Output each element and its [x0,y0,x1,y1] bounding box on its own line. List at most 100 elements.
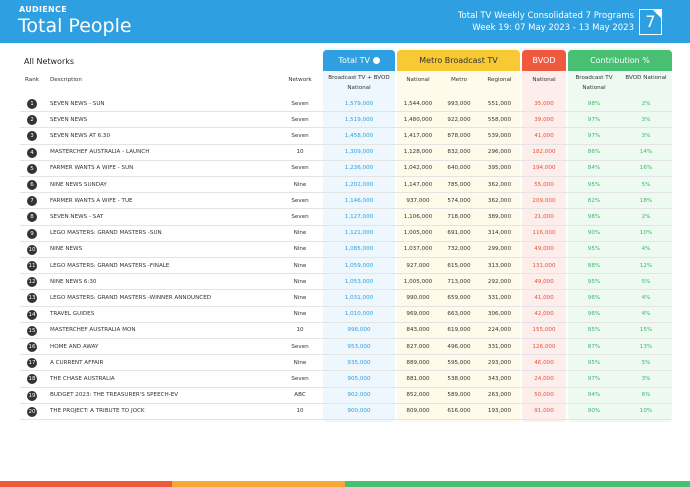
program-name: SEVEN NEWS - SAT [50,213,104,220]
cell-value: 90% [587,230,601,237]
program-name: NINE NEWS [50,246,83,253]
rank-badge: 10 [27,244,37,255]
cell-value: 1,519,000 [344,116,374,123]
cell-value: 10% [639,230,653,237]
cell-value: 95% [587,359,601,366]
cell-value: 5% [641,359,651,366]
row-separator [20,273,672,275]
cell-value: 827,000 [406,343,430,350]
program-name: NINE NEWS 6:30 [50,278,97,285]
network: Seven [291,132,309,139]
cell-value: 1,579,000 [344,100,374,107]
network: Seven [291,116,309,123]
network: Nine [293,278,307,285]
cell-value: 1,458,000 [344,132,374,139]
network: Seven [291,213,309,220]
row-separator [20,159,672,161]
cell-value: 1,005,000 [403,278,433,285]
cell-value: 3% [641,116,651,123]
rank-badge: 7 [27,196,37,207]
column-header: Network [288,77,312,83]
rank-badge: 6 [27,180,37,190]
network: 10 [296,408,304,415]
cell-value: 785,000 [447,181,471,188]
report-name: Total TV Weekly Consolidated 7 Programs [457,11,634,21]
cell-value: 1,236,000 [344,165,374,172]
rank-badge: 18 [27,374,37,385]
cell-value: 10% [639,408,653,415]
network: Nine [293,181,307,188]
cell-value: 4% [641,246,651,253]
cell-value: 1,544,000 [403,100,433,107]
cell-value: 4% [641,294,651,301]
cell-value: 41,000 [534,132,554,139]
cell-value: 1,085,000 [344,246,374,253]
row-separator [20,419,672,420]
cell-value: 718,000 [447,213,471,220]
column-header: Broadcast TV + BVOD National [328,75,390,91]
cell-value: 116,000 [532,230,556,237]
cell-value: 182,000 [532,149,556,156]
cell-value: 50,000 [534,392,554,399]
cell-value: 292,000 [487,278,512,285]
network: Seven [291,100,309,107]
rank-badge: 5 [27,163,37,174]
cell-value: 343,000 [487,375,512,382]
cell-value: 299,000 [487,246,512,253]
rank-badge: 3 [27,131,37,142]
cell-value: 84% [587,165,601,172]
cell-value: 539,000 [487,132,512,139]
rank-badge: 12 [27,277,37,288]
program-name: SEVEN NEWS AT 6.30 [50,132,111,139]
cell-value: 663,000 [447,311,471,318]
cell-value: 95% [587,181,601,188]
cell-value: 843,000 [406,327,430,334]
cell-value: 97% [587,132,601,139]
rank-badge: 16 [27,342,37,352]
cell-value: 293,000 [487,359,512,366]
group-header: Metro Broadcast TV [397,50,520,71]
row-separator [20,240,672,242]
cell-value: 55,000 [534,181,554,188]
cell-value: 1,127,000 [344,213,374,220]
cell-value: 49,000 [534,278,554,285]
cell-value: 13% [639,343,653,350]
cell-value: 21,000 [534,213,554,220]
cell-value: 42,000 [534,311,554,318]
cell-value: 935,000 [347,359,371,366]
program-name: MASTERCHEF AUSTRALIA - LAUNCH [50,149,150,156]
program-name: THE CHASE AUSTRALIA [50,375,115,382]
row-separator [20,354,672,356]
cell-value: 389,000 [487,213,512,220]
row-separator [20,127,672,129]
cell-value: 1,059,000 [344,262,374,269]
cell-value: 1,480,000 [403,116,433,123]
cell-value: 193,000 [487,408,512,415]
column-header: Regional [487,77,512,83]
cell-value: 18% [639,197,653,204]
column-header: Description [50,77,82,83]
cell-value: 14% [639,149,653,156]
cell-value: 691,000 [447,230,471,237]
cell-value: 732,000 [447,246,471,253]
cell-value: 194,000 [532,165,556,172]
rank-badge: 11 [27,261,37,271]
cell-value: 969,000 [406,311,430,318]
cell-value: 96% [587,311,601,318]
cell-value: 82% [587,197,601,204]
cell-value: 615,000 [447,262,471,269]
cell-value: 88% [587,262,601,269]
week-label: Week 19: 07 May 2023 - 13 May 2023 [472,23,634,33]
cell-value: 98% [587,213,601,220]
total-tv-column-bg [323,48,395,422]
cell-value: 619,000 [447,327,471,334]
cell-value: 616,000 [447,408,471,415]
cell-value: 3% [641,132,651,139]
cell-value: 98% [587,100,601,107]
cell-value: 362,000 [487,181,512,188]
cell-value: 12% [639,262,653,269]
row-separator [20,321,672,323]
network: Nine [293,262,307,269]
cell-value: 91,000 [534,408,554,415]
